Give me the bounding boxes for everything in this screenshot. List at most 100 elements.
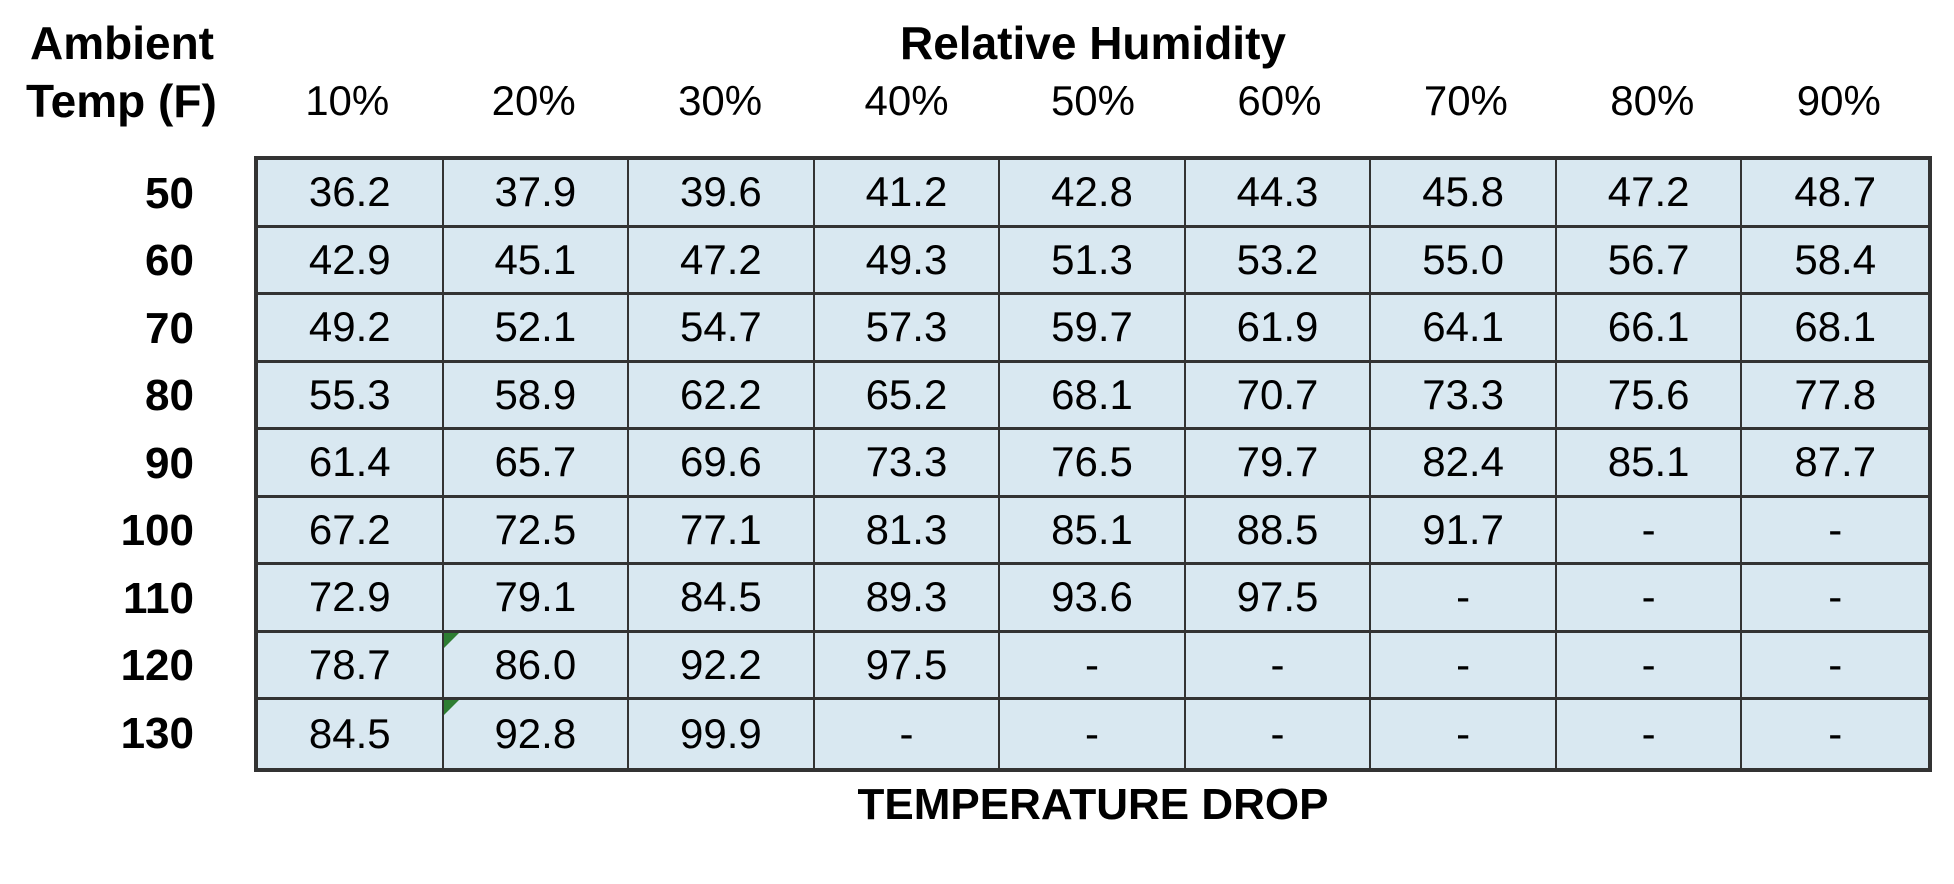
cell-130-20%: 92.8 [443,700,630,768]
cell-100-40%: 81.3 [814,497,1001,565]
cell-value: 72.9 [308,573,391,621]
cell-70-80%: 66.1 [1556,295,1743,363]
cell-value: 93.6 [1051,573,1133,621]
cell-value: 79.1 [494,573,577,621]
cell-value: 77.1 [680,505,762,553]
cell-value: - [1828,640,1843,688]
cell-value: 92.2 [680,640,762,688]
cell-value: - [1641,505,1656,553]
cell-value: 77.8 [1794,370,1877,418]
cell-value: 84.5 [308,709,391,757]
cell-value: 87.7 [1794,438,1877,486]
cell-value: 48.7 [1794,168,1877,216]
cell-value: 47.2 [1607,168,1690,216]
cell-110-30%: 84.5 [629,565,815,633]
cell-70-90%: 68.1 [1742,295,1928,363]
cell-value: 56.7 [1607,235,1690,283]
cell-120-10%: 78.7 [258,632,444,700]
row-label-50: 50 [145,168,194,218]
comment-marker-icon [443,632,459,648]
cell-value: 36.2 [308,168,391,216]
cell-90-50%: 76.5 [1000,430,1186,498]
cell-value: 55.3 [308,370,391,418]
cell-90-40%: 73.3 [814,430,1001,498]
cell-50-60%: 44.3 [1185,160,1372,228]
cell-value: 82.4 [1422,438,1504,486]
cell-value: 79.7 [1236,438,1319,486]
cell-110-20%: 79.1 [443,565,630,633]
cell-60-10%: 42.9 [258,227,444,295]
cell-value: 72.5 [494,505,577,553]
cell-value: 59.7 [1051,303,1133,351]
cell-value: - [1456,640,1471,688]
cell-130-90%: - [1742,700,1928,768]
cell-80-80%: 75.6 [1556,362,1743,430]
cell-value: - [1828,573,1843,621]
cell-value: 55.0 [1422,235,1504,283]
cell-value: 81.3 [865,505,948,553]
cell-value: 62.2 [680,370,762,418]
cell-90-90%: 87.7 [1742,430,1928,498]
cell-100-30%: 77.1 [629,497,815,565]
cell-120-80%: - [1556,632,1743,700]
cell-100-80%: - [1556,497,1743,565]
cell-100-90%: - [1742,498,1928,565]
cell-value: 97.5 [1236,573,1319,621]
cell-50-80%: 47.2 [1556,160,1743,228]
cell-value: - [899,709,914,757]
cell-value: 45.1 [494,235,577,283]
cell-80-90%: 77.8 [1742,363,1928,430]
cell-value: 85.1 [1051,505,1133,553]
cell-60-50%: 51.3 [1000,227,1186,295]
column-header-50%: 50% [1050,77,1136,124]
cell-value: 44.3 [1236,168,1319,216]
cell-120-20%: 86.0 [443,632,630,700]
cell-value: 91.7 [1422,505,1504,553]
cell-90-10%: 61.4 [258,430,444,498]
cell-100-50%: 85.1 [1000,497,1186,565]
cell-90-30%: 69.6 [629,430,815,498]
cell-50-50%: 42.8 [1000,160,1186,228]
column-header-90%: 90% [1796,77,1881,124]
corner-title-line2: Temp (F) [26,75,217,127]
row-label-90: 90 [145,438,194,488]
cell-value: 86.0 [494,640,577,688]
cell-50-70%: 45.8 [1371,160,1557,228]
cell-value: - [1456,573,1471,621]
cell-130-70%: - [1371,700,1557,768]
cell-value: 88.5 [1236,505,1319,553]
cell-100-20%: 72.5 [443,497,630,565]
relative-humidity-title: Relative Humidity [900,17,1286,69]
cell-value: 69.6 [680,438,762,486]
cell-value: 57.3 [865,303,948,351]
cell-50-20%: 37.9 [443,160,630,228]
cell-value: - [1641,573,1656,621]
cell-100-10%: 67.2 [258,497,444,565]
cell-value: 73.3 [865,438,948,486]
cell-value: 73.3 [1422,370,1504,418]
cell-130-60%: - [1186,700,1372,768]
cell-100-70%: 91.7 [1371,497,1557,565]
cell-60-30%: 47.2 [629,227,815,295]
data-grid: 36.2 37.9 39.6 41.2 42.8 44.3 45.8 47.2 48.7 42.9… [254,156,1932,772]
cell-value: 89.3 [865,573,948,621]
cell-value: 78.7 [308,640,391,688]
cell-130-30%: 99.9 [629,700,815,768]
cell-value: 70.7 [1236,370,1319,418]
cell-value: 65.2 [865,370,948,418]
cell-110-50%: 93.6 [1000,565,1186,633]
cell-120-90%: - [1742,633,1928,700]
column-header-70%: 70% [1423,77,1508,124]
cell-value: - [1270,640,1285,688]
cell-80-40%: 65.2 [814,362,1001,430]
cell-120-60%: - [1185,632,1372,700]
cell-value: 67.2 [308,505,391,553]
row-labels: 50 60 70 80 90 100 110 120 130 [22,156,254,772]
cell-value: 49.2 [308,303,391,351]
cell-value: - [1270,709,1285,757]
row-label-60: 60 [145,236,194,286]
cell-60-20%: 45.1 [443,227,630,295]
temperature-drop-table: Ambient Relative Humidity Temp (F) 10% 20… [22,14,1932,830]
cell-100-60%: 88.5 [1185,497,1372,565]
cell-value: 68.1 [1794,303,1877,351]
